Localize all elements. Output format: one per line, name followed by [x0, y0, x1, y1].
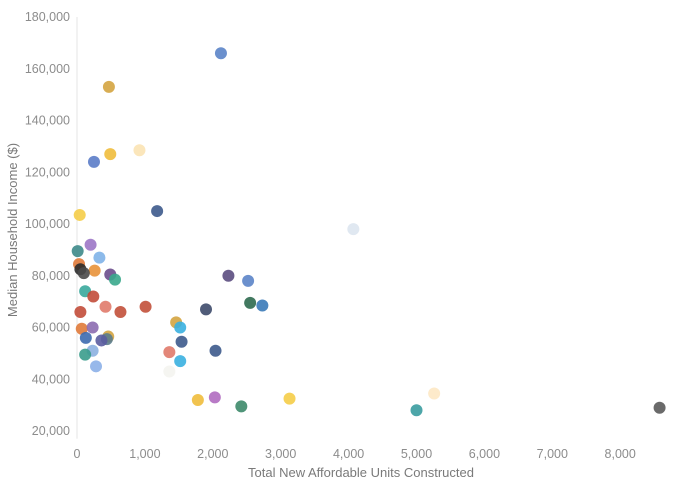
data-point [95, 334, 108, 347]
y-tick-label: 100,000 [25, 217, 70, 231]
data-point [74, 305, 87, 318]
data-point [214, 47, 227, 60]
x-tick-label: 2,000 [197, 447, 228, 461]
y-tick-label: 60,000 [32, 321, 70, 335]
x-axis-title: Total New Affordable Units Constructed [248, 465, 474, 480]
x-tick-label: 7,000 [537, 447, 568, 461]
data-point [175, 335, 188, 348]
data-point [347, 223, 360, 236]
data-point [163, 365, 176, 378]
data-point [222, 269, 235, 282]
data-point [75, 322, 88, 335]
data-point [87, 155, 100, 168]
data-point [104, 148, 117, 161]
y-tick-label: 80,000 [32, 269, 70, 283]
data-point [77, 267, 90, 280]
x-tick-label: 5,000 [401, 447, 432, 461]
data-point [174, 355, 187, 368]
y-tick-label: 180,000 [25, 10, 70, 24]
data-point [87, 290, 100, 303]
data-point [114, 305, 127, 318]
data-point [71, 245, 84, 258]
data-point [209, 344, 222, 357]
data-point [109, 273, 122, 286]
data-point [88, 264, 101, 277]
data-point [84, 238, 97, 251]
data-point [73, 208, 86, 221]
y-tick-label: 120,000 [25, 165, 70, 179]
x-tick-label: 1,000 [129, 447, 160, 461]
x-tick-label: 8,000 [605, 447, 636, 461]
data-point [235, 400, 248, 413]
y-tick-label: 20,000 [32, 424, 70, 438]
data-point [428, 387, 441, 400]
data-point [79, 348, 92, 361]
data-points [71, 47, 666, 417]
y-tick-label: 40,000 [32, 372, 70, 386]
data-point [102, 80, 115, 93]
data-point [191, 393, 204, 406]
x-tick-label: 4,000 [333, 447, 364, 461]
x-tick-label: 6,000 [469, 447, 500, 461]
data-point [653, 401, 666, 414]
data-point [133, 144, 146, 157]
data-point [151, 205, 164, 218]
data-point [200, 303, 213, 316]
data-point [410, 404, 423, 417]
data-point [244, 296, 257, 309]
data-point [242, 274, 255, 287]
y-axis-title: Median Household Income ($) [5, 143, 20, 317]
data-point [208, 391, 221, 404]
data-point [163, 346, 176, 359]
data-point [99, 300, 112, 313]
data-point [93, 251, 106, 264]
data-point [139, 300, 152, 313]
data-point [79, 331, 92, 344]
data-point [283, 392, 296, 405]
x-tick-label: 3,000 [265, 447, 296, 461]
y-tick-label: 160,000 [25, 62, 70, 76]
data-point [86, 321, 99, 334]
data-point [256, 299, 269, 312]
y-axis-ticks: 20,000 40,000 60,000 80,000 100,000 120,000 14… [25, 10, 70, 438]
x-axis-ticks: 0 1,000 2,000 3,000 4,000 5,000 6,000 7,000 8,00… [74, 447, 636, 461]
x-tick-label: 0 [74, 447, 81, 461]
y-tick-label: 140,000 [25, 114, 70, 128]
data-point [174, 321, 187, 334]
data-point [90, 360, 103, 373]
